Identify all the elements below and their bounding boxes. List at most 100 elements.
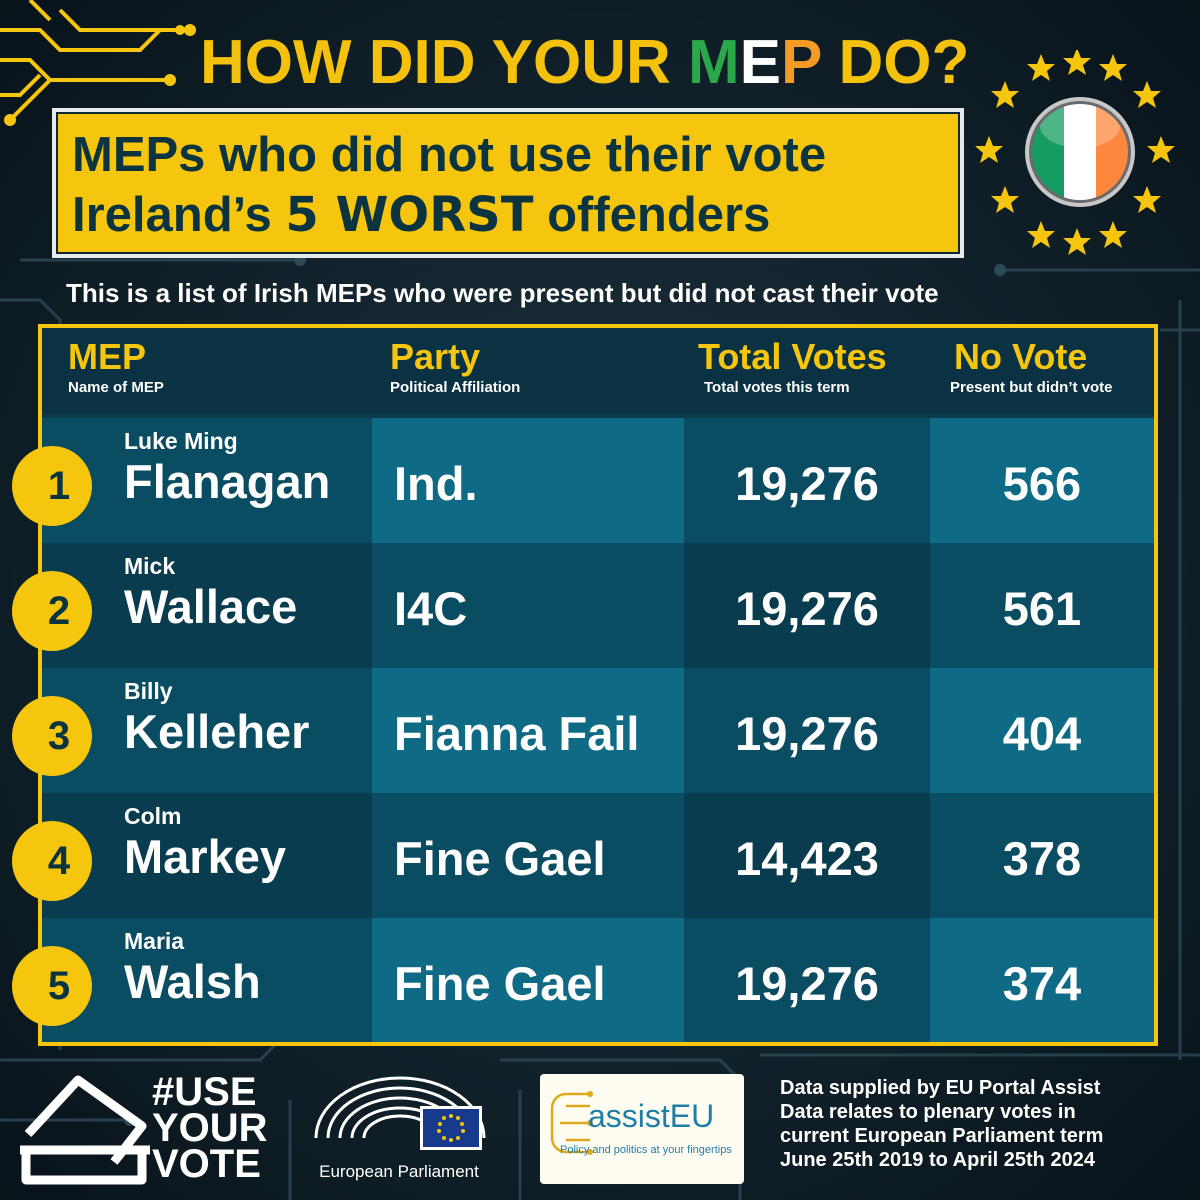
headline-part2: DO?	[821, 28, 970, 97]
total-votes-value: 14,423	[735, 832, 879, 885]
mep-cell: Mick Wallace	[42, 543, 372, 668]
party-cell: Ind.	[372, 418, 684, 543]
mep-first-name: Colm	[124, 803, 182, 829]
party-value: Fianna Fail	[394, 707, 640, 760]
no-vote-cell: 566	[930, 418, 1154, 543]
source-line: Data supplied by EU Portal Assist	[780, 1077, 1101, 1099]
total-votes-cell: 19,276	[684, 418, 930, 543]
no-vote-cell: 404	[930, 668, 1154, 793]
total-votes-value: 19,276	[735, 457, 879, 510]
total-votes-cell: 19,276	[684, 918, 930, 1042]
header-title: Party	[390, 336, 481, 377]
no-vote-value: 561	[1002, 582, 1082, 635]
mep-first-name: Maria	[124, 928, 185, 954]
header-no-vote: No Vote Present but didn’t vote	[950, 338, 1113, 400]
headline-letter-m: M	[687, 28, 740, 97]
ballot-box-icon	[20, 1075, 150, 1185]
party-value: Ind.	[394, 457, 478, 510]
header-title: MEP	[68, 336, 147, 377]
total-votes-value: 19,276	[735, 957, 879, 1010]
party-cell: Fine Gael	[372, 793, 684, 918]
table-row: Luke Ming Flanagan Ind. 19,276 566	[42, 418, 1154, 543]
circuit-decoration-icon	[0, 0, 196, 126]
assisteu-wordmark-b: EU	[669, 1098, 715, 1134]
party-value: Fine Gael	[394, 957, 606, 1010]
mep-cell: Billy Kelleher	[42, 668, 372, 793]
no-vote-value: 566	[1002, 457, 1082, 510]
mep-cell: Maria Walsh	[42, 918, 372, 1042]
header-title: Total Votes	[698, 336, 887, 377]
header-party: Party Political Affiliation	[390, 338, 520, 400]
title-box: MEPs who did not use their vote Ireland’…	[52, 108, 964, 258]
title-line-1: MEPs who did not use their vote	[72, 128, 827, 182]
header-subtitle: Name of MEP	[68, 379, 164, 396]
table-row: Billy Kelleher Fianna Fail 19,276 404	[42, 668, 1154, 793]
mep-last-name: Wallace	[124, 580, 298, 633]
parliament-hemicycle-icon	[314, 1076, 486, 1150]
party-value: Fine Gael	[394, 832, 606, 885]
title-line-2-pre: Ireland’s	[72, 188, 286, 242]
total-votes-cell: 19,276	[684, 543, 930, 668]
mep-last-name: Walsh	[124, 955, 261, 1008]
rank-badge: 3	[12, 696, 92, 776]
headline-letter-e: E	[739, 28, 781, 97]
mep-first-name: Mick	[124, 553, 176, 579]
header-total-votes: Total Votes Total votes this term	[698, 338, 887, 400]
table-row: Colm Markey Fine Gael 14,423 378	[42, 793, 1154, 918]
rank-badge: 5	[12, 946, 92, 1026]
no-vote-cell: 378	[930, 793, 1154, 918]
no-vote-value: 378	[1002, 832, 1082, 885]
header-title: No Vote	[954, 336, 1088, 377]
party-cell: Fianna Fail	[372, 668, 684, 793]
no-vote-value: 404	[1002, 707, 1082, 760]
mep-last-name: Markey	[124, 830, 286, 883]
table-header: MEP Name of MEP Party Political Affiliat…	[42, 328, 1154, 414]
assisteu-logo: assistEU Policy and politics at your fin…	[540, 1074, 744, 1184]
use-your-vote-logo: #USE YOUR VOTE	[152, 1070, 282, 1186]
rank-badge: 1	[12, 446, 92, 526]
no-vote-cell: 561	[930, 543, 1154, 668]
headline-part1: HOW DID YOUR	[200, 28, 688, 97]
assisteu-wordmark: assistEU	[588, 1098, 714, 1135]
circuit-e-icon	[550, 1091, 593, 1155]
assisteu-wordmark-a: assist	[588, 1098, 670, 1134]
mep-first-name: Billy	[124, 678, 173, 704]
header-subtitle: Present but didn’t vote	[950, 379, 1113, 396]
header-subtitle: Political Affiliation	[390, 379, 521, 396]
campaign-line: #USE	[152, 1070, 257, 1114]
source-line: current European Parliament term	[780, 1125, 1104, 1147]
total-votes-cell: 14,423	[684, 793, 930, 918]
mep-last-name: Flanagan	[124, 455, 331, 508]
total-votes-value: 19,276	[735, 707, 879, 760]
campaign-line: VOTE	[152, 1142, 261, 1186]
party-cell: Fine Gael	[372, 918, 684, 1042]
title-line-2-post: offenders	[533, 188, 771, 242]
title-line-2-bold: 5 WORST	[285, 187, 534, 243]
eu-flag-icon	[423, 1109, 479, 1147]
header-mep: MEP Name of MEP	[68, 338, 164, 400]
ireland-flag-icon	[1025, 97, 1135, 207]
assisteu-tagline: Policy and politics at your fingertips	[560, 1144, 732, 1156]
party-cell: I4C	[372, 543, 684, 668]
rank-badge: 4	[12, 821, 92, 901]
table-row: Maria Walsh Fine Gael 19,276 374	[42, 918, 1154, 1042]
results-table: MEP Name of MEP Party Political Affiliat…	[38, 324, 1158, 1046]
source-line: Data relates to plenary votes in	[780, 1101, 1076, 1123]
data-source-note: Data supplied by EU Portal Assist Data r…	[780, 1076, 1180, 1172]
headline: HOW DID YOUR MEP DO?	[200, 20, 1020, 106]
total-votes-value: 19,276	[735, 582, 879, 635]
subtitle: This is a list of Irish MEPs who were pr…	[66, 278, 939, 308]
mep-cell: Luke Ming Flanagan	[42, 418, 372, 543]
no-vote-cell: 374	[930, 918, 1154, 1042]
european-parliament-label: European Parliament	[319, 1162, 479, 1181]
source-line: June 25th 2019 to April 25th 2024	[780, 1149, 1095, 1171]
party-value: I4C	[394, 582, 468, 635]
mep-cell: Colm Markey	[42, 793, 372, 918]
no-vote-value: 374	[1002, 957, 1082, 1010]
title-line-2: Ireland’s 5 WORST offenders	[72, 186, 952, 244]
header-subtitle: Total votes this term	[704, 379, 850, 396]
mep-first-name: Luke Ming	[124, 428, 238, 454]
headline-letter-p: P	[781, 28, 822, 97]
mep-last-name: Kelleher	[124, 705, 310, 758]
rank-badge: 2	[12, 571, 92, 651]
